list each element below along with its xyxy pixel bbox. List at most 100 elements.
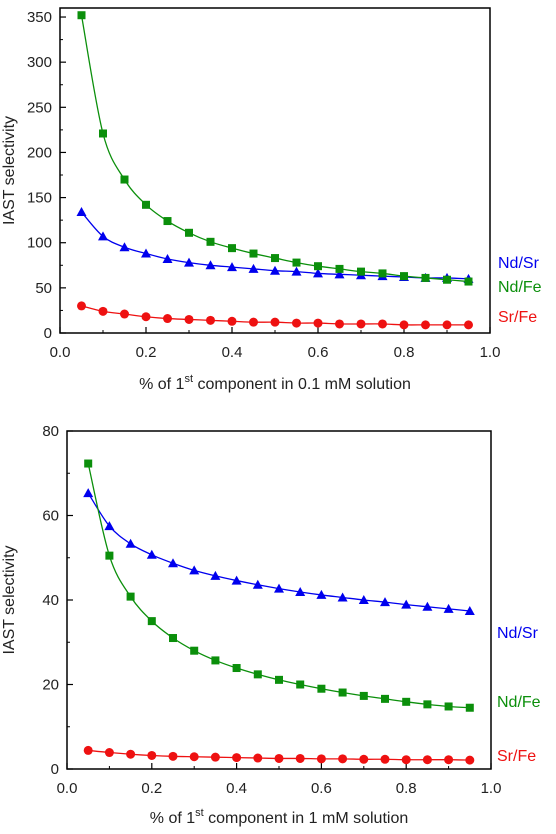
y-tick-label: 200 [27, 144, 52, 161]
y-axis-label: IAST selectivity [1, 545, 18, 654]
data-point-nd-fe [120, 175, 129, 184]
x-axis-label-part: % of 1 [150, 810, 195, 827]
data-point-nd-sr [141, 248, 151, 258]
data-point-nd-fe [163, 217, 172, 226]
data-point-nd-fe [271, 254, 279, 263]
data-point-nd-sr [252, 579, 263, 589]
data-point-sr-fe [168, 751, 178, 761]
data-point-nd-sr [168, 558, 178, 568]
y-tick-label: 0 [51, 761, 59, 778]
data-point-sr-fe [338, 754, 348, 764]
data-point-sr-fe [249, 317, 258, 327]
chart-top: 0.0 0.2 0.4 0.6 0.8 1.0 0 50 100 150 200 250 300 350 I… [1, 7, 542, 393]
y-tick-label: 350 [27, 9, 52, 26]
data-point-nd-sr [270, 265, 280, 275]
x-tick-label: 0.8 [396, 780, 417, 797]
data-point-nd-fe [381, 694, 389, 703]
data-point-sr-fe [444, 755, 454, 765]
data-point-sr-fe [232, 753, 242, 763]
y-tick-label: 40 [42, 592, 59, 609]
data-point-sr-fe [464, 320, 473, 330]
data-point-nd-fe [335, 264, 344, 273]
x-tick-label: 0.8 [394, 344, 415, 361]
data-point-nd-sr [231, 575, 242, 585]
data-point-nd-fe [190, 646, 199, 655]
data-point-nd-sr [189, 565, 200, 575]
y-tick-label: 80 [42, 423, 59, 440]
data-point-nd-sr [464, 605, 475, 615]
y-axis-label: IAST selectivity [1, 116, 18, 225]
data-point-sr-fe [227, 316, 237, 326]
data-point-nd-sr [83, 488, 94, 498]
series-label-sr-fe: Sr/Fe [497, 748, 536, 765]
data-point-nd-sr [162, 253, 173, 263]
data-point-sr-fe [356, 319, 366, 329]
data-point-nd-fe [338, 688, 347, 697]
data-point-nd-fe [464, 277, 473, 286]
data-point-sr-fe [401, 755, 411, 765]
x-axis-label-part: component in 0.1 mM solution [193, 376, 411, 393]
y-tick-label: 300 [27, 54, 52, 71]
data-point-sr-fe [335, 319, 344, 329]
data-point-nd-fe [126, 592, 135, 601]
data-point-sr-fe [163, 314, 172, 324]
data-point-sr-fe [206, 315, 215, 325]
data-point-nd-fe [443, 275, 451, 284]
data-point-nd-fe [444, 702, 453, 711]
data-point-nd-fe [275, 675, 283, 684]
data-point-sr-fe [253, 753, 263, 763]
x-tick-label: 0.4 [222, 344, 243, 361]
chart-bottom: 0.0 0.2 0.4 0.6 0.8 1.0 0 20 40 60 80 IAST selectiv… [1, 423, 541, 827]
x-tick-label: 0.4 [226, 780, 247, 797]
data-point-nd-fe [317, 684, 326, 693]
data-point-nd-sr [125, 538, 136, 548]
data-point-nd-sr [104, 521, 115, 531]
data-point-nd-sr [358, 595, 369, 604]
y-tick-label: 250 [27, 99, 52, 116]
series-label-nd-sr: Nd/Sr [497, 625, 539, 642]
data-point-sr-fe [77, 301, 86, 311]
y-tick-label: 100 [27, 235, 52, 252]
x-tick-label: 0.6 [308, 344, 329, 361]
x-axis-label: % of 1st component in 1 mM solution [150, 807, 408, 827]
data-point-sr-fe [295, 753, 305, 763]
data-point-nd-sr [184, 257, 194, 267]
data-point-nd-fe [206, 237, 215, 246]
data-point-nd-sr [274, 583, 284, 593]
data-point-sr-fe [98, 306, 108, 316]
data-point-nd-sr [146, 549, 157, 559]
y-tick-label: 0 [44, 325, 52, 342]
data-point-nd-sr [334, 269, 345, 279]
data-point-nd-sr [313, 268, 323, 278]
x-axis-label-part: % of 1 [139, 376, 184, 393]
data-point-nd-sr [316, 589, 327, 599]
x-tick-label: 0.2 [136, 344, 157, 361]
data-point-nd-sr [401, 599, 412, 609]
data-point-nd-sr [443, 603, 454, 613]
data-point-sr-fe [274, 753, 284, 763]
x-tick-label: 0.6 [311, 780, 332, 797]
data-point-sr-fe [442, 320, 452, 330]
data-point-nd-fe [232, 664, 241, 673]
data-point-sr-fe [292, 318, 301, 328]
data-point-nd-sr [76, 207, 87, 217]
series-label-sr-fe: Sr/Fe [498, 309, 537, 326]
data-point-nd-sr [422, 601, 433, 611]
data-point-sr-fe [104, 748, 114, 758]
data-point-nd-fe [423, 700, 432, 709]
data-point-nd-fe [314, 262, 322, 271]
x-tick-label: 0.0 [50, 344, 71, 361]
data-point-nd-fe [147, 617, 156, 626]
data-point-nd-fe [296, 680, 305, 689]
data-point-sr-fe [126, 749, 136, 759]
data-point-nd-fe [99, 129, 107, 138]
data-point-nd-fe [253, 670, 262, 679]
data-point-nd-fe [228, 244, 236, 253]
series-label-nd-fe: Nd/Fe [497, 694, 541, 711]
data-point-nd-fe [400, 272, 408, 281]
y-tick-label: 60 [42, 508, 59, 525]
data-point-sr-fe [316, 754, 326, 764]
data-point-nd-fe [142, 200, 150, 209]
x-axis-label: % of 1st component in 0.1 mM solution [139, 373, 411, 393]
data-point-nd-sr [291, 266, 302, 276]
